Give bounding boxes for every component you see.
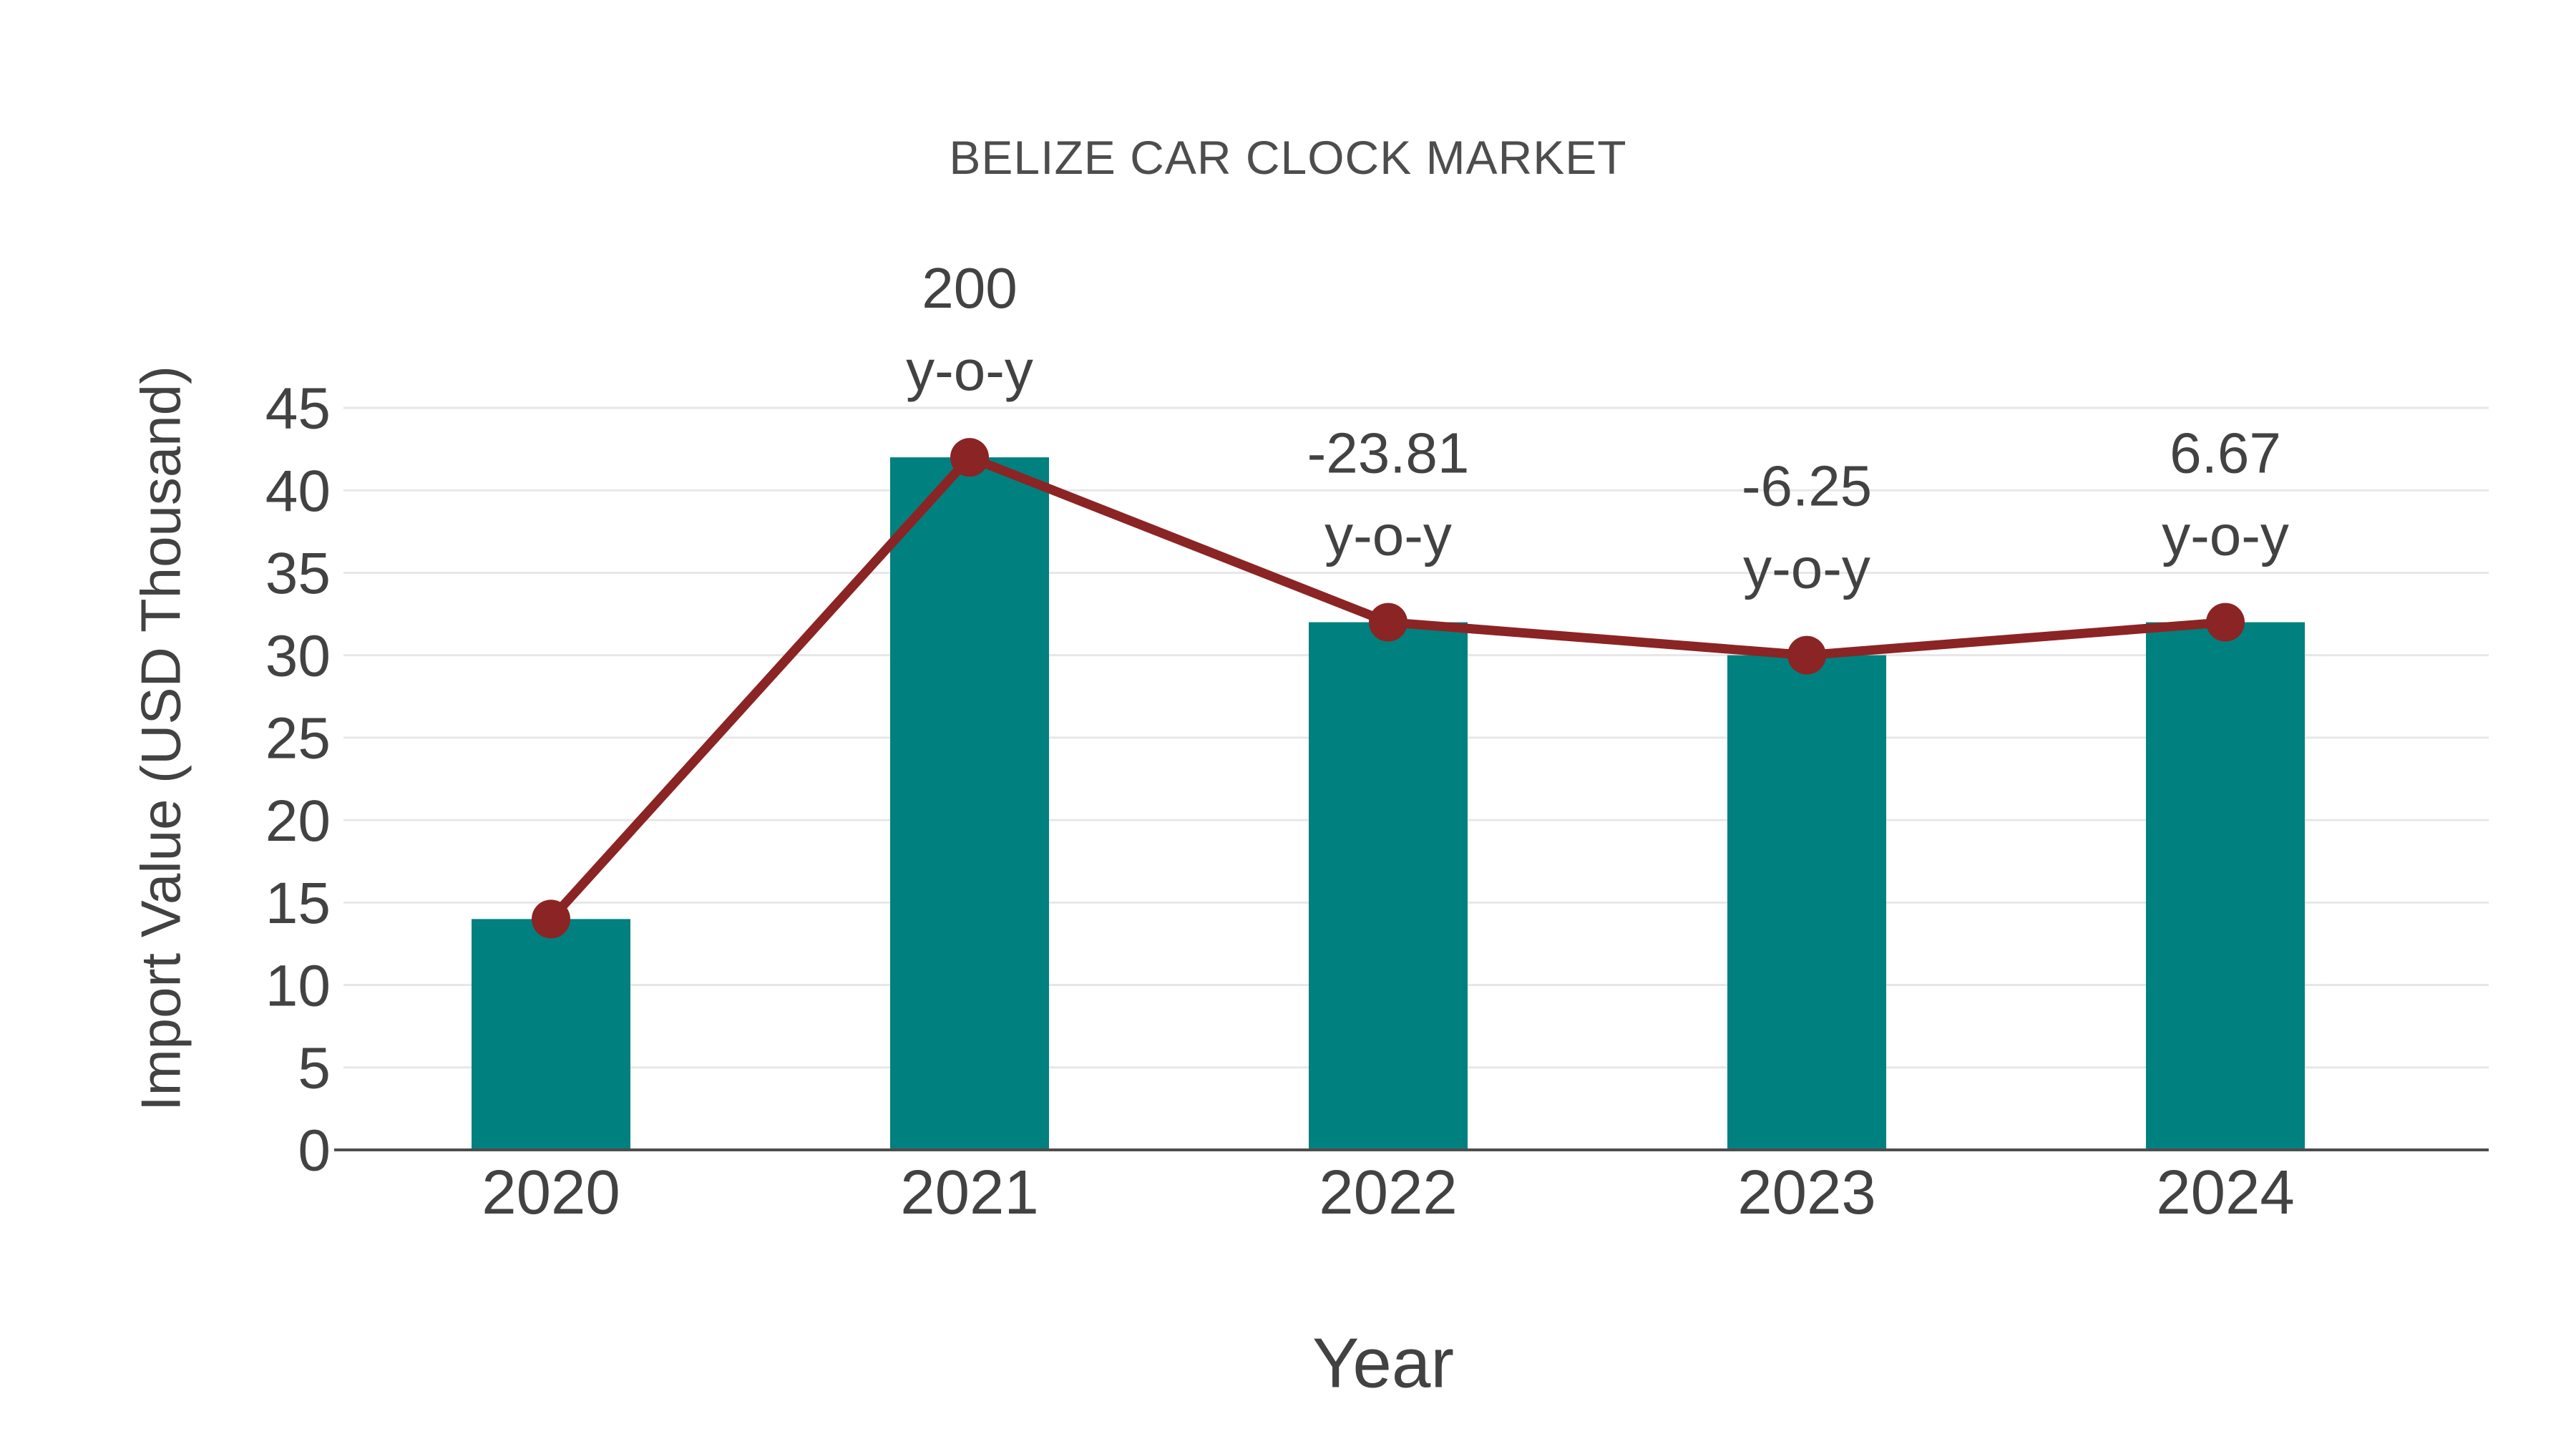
y-tick-label: 30 — [265, 623, 331, 688]
data-point-marker — [532, 899, 570, 939]
y-tick-label: 35 — [265, 541, 331, 606]
data-point-marker — [2206, 602, 2245, 642]
y-tick-label: 10 — [265, 953, 331, 1018]
y-tick-label: 0 — [298, 1118, 331, 1184]
bar — [472, 919, 630, 1150]
annotation-suffix: y-o-y — [1743, 537, 1870, 600]
bar — [2146, 622, 2305, 1150]
x-axis-title: Year — [1312, 1323, 1455, 1402]
annotation-value: 200 — [922, 256, 1017, 320]
x-tick-label: 2022 — [1319, 1158, 1458, 1227]
bar — [1309, 622, 1468, 1150]
y-tick-label: 45 — [265, 376, 331, 441]
x-tick-label: 2024 — [2156, 1158, 2295, 1227]
x-tick-label: 2021 — [900, 1158, 1039, 1227]
bar — [1727, 655, 1886, 1150]
data-point-marker — [1787, 635, 1826, 675]
annotation-suffix: y-o-y — [2162, 504, 2289, 567]
y-tick-label: 5 — [298, 1035, 331, 1101]
chart-title: BELIZE CAR CLOCK MARKET — [949, 131, 1627, 184]
data-point-marker — [1369, 602, 1407, 642]
y-tick-label: 20 — [265, 789, 331, 854]
x-tick-label: 2020 — [482, 1158, 620, 1227]
x-tick-label: 2023 — [1737, 1158, 1876, 1227]
annotation-value: -6.25 — [1742, 454, 1872, 518]
annotation-value: -23.81 — [1307, 421, 1470, 485]
y-tick-label: 15 — [265, 871, 331, 936]
annotation-value: 6.67 — [2170, 421, 2281, 485]
annotation-suffix: y-o-y — [906, 338, 1033, 402]
y-tick-label: 40 — [265, 459, 331, 524]
data-point-marker — [950, 438, 989, 477]
y-tick-label: 25 — [265, 706, 331, 771]
bar — [890, 457, 1049, 1150]
annotation-suffix: y-o-y — [1324, 504, 1452, 567]
